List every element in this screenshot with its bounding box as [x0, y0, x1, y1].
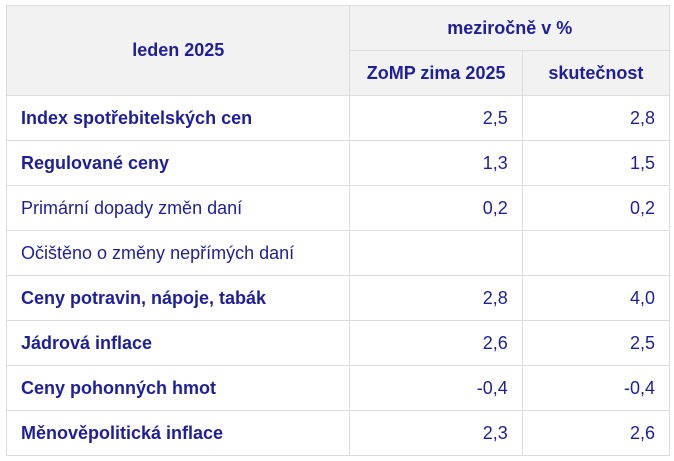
column-header-forecast: ZoMP zima 2025: [349, 50, 523, 96]
table-row: Index spotřebitelských cen 2,5 2,8: [5, 95, 671, 141]
table-header: leden 2025 meziročně v % ZoMP zima 2025 …: [5, 5, 671, 96]
actual-value: 4,0: [521, 275, 671, 321]
row-label: Měnověpolitická inflace: [5, 410, 351, 456]
actual-value: 2,6: [521, 410, 671, 456]
table-row: Ceny pohonných hmot -0,4 -0,4: [5, 365, 671, 411]
row-label: Index spotřebitelských cen: [5, 95, 351, 141]
table-body: Index spotřebitelských cen 2,5 2,8 Regul…: [5, 95, 671, 456]
row-label: Ceny pohonných hmot: [5, 365, 351, 411]
forecast-value: -0,4: [349, 365, 523, 411]
row-label: Jádrová inflace: [5, 320, 351, 366]
forecast-value: 2,5: [349, 95, 523, 141]
corner-label: leden 2025: [5, 5, 351, 96]
forecast-value: 0,2: [349, 185, 523, 231]
forecast-value: 2,3: [349, 410, 523, 456]
actual-value: 1,5: [521, 140, 671, 186]
actual-value: 2,5: [521, 320, 671, 366]
table-row: Jádrová inflace 2,6 2,5: [5, 320, 671, 366]
table-row: Regulované ceny 1,3 1,5: [5, 140, 671, 186]
row-label: Regulované ceny: [5, 140, 351, 186]
row-label: Očištěno o změny nepřímých daní: [5, 230, 351, 276]
row-label: Ceny potravin, nápoje, tabák: [5, 275, 351, 321]
inflation-table: leden 2025 meziročně v % ZoMP zima 2025 …: [5, 5, 671, 456]
table-row: Ceny potravin, nápoje, tabák 2,8 4,0: [5, 275, 671, 321]
actual-value: [521, 230, 671, 276]
actual-value: -0,4: [521, 365, 671, 411]
forecast-value: [349, 230, 523, 276]
actual-value: 2,8: [521, 95, 671, 141]
table-row: Měnověpolitická inflace 2,3 2,6: [5, 410, 671, 456]
forecast-value: 1,3: [349, 140, 523, 186]
actual-value: 0,2: [521, 185, 671, 231]
row-label: Primární dopady změn daní: [5, 185, 351, 231]
table-row: Primární dopady změn daní 0,2 0,2: [5, 185, 671, 231]
group-header: meziročně v %: [349, 5, 670, 51]
table-row: Očištěno o změny nepřímých daní: [5, 230, 671, 276]
column-header-actual: skutečnost: [521, 50, 671, 96]
forecast-value: 2,6: [349, 320, 523, 366]
forecast-value: 2,8: [349, 275, 523, 321]
